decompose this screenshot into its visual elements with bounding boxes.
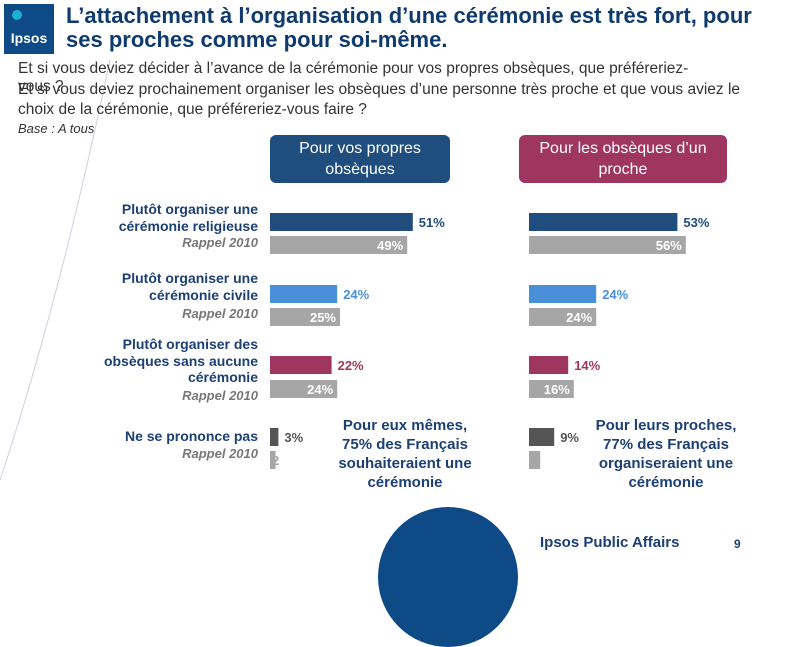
data-label-self-religieuse-rappel: 49%	[377, 238, 403, 253]
logo-dot-icon	[12, 10, 22, 20]
data-label-relative-civile-rappel: 24%	[566, 310, 592, 325]
bar-self-nsp-rappel	[270, 451, 276, 469]
base-note: Base : A tous	[18, 121, 95, 136]
bar-relative-religieuse	[529, 213, 678, 231]
bar-self-civile	[270, 285, 338, 303]
footer-brand: Ipsos Public Affairs	[540, 534, 680, 551]
rappel-label-sans: Rappel 2010	[182, 388, 258, 403]
panel-header-self: Pour vos propres obsèques	[270, 135, 450, 183]
bar-relative-sans-rappel	[529, 380, 574, 398]
summary-self: Pour eux mêmes, 75% des Français souhait…	[338, 417, 472, 491]
summary-relative: Pour leurs proches, 77% des Français org…	[595, 417, 737, 491]
category-label-religieuse: Plutôt organiser une cérémonie religieus…	[118, 201, 258, 234]
ipsos-logo: Ipsos	[4, 4, 54, 54]
bar-self-religieuse-rappel	[270, 236, 408, 254]
data-label-self-sans: 22%	[338, 358, 364, 373]
logo-text: Ipsos	[10, 30, 48, 46]
data-label-self-civile-rappel: 25%	[310, 310, 336, 325]
bar-relative-civile	[529, 285, 597, 303]
data-label-self-religieuse: 51%	[419, 215, 445, 230]
data-label-relative-nsp-rappel: 4	[531, 453, 539, 468]
bar-relative-religieuse-rappel	[529, 236, 686, 254]
data-label-relative-religieuse: 53%	[683, 215, 709, 230]
data-label-relative-sans-rappel: 16%	[544, 382, 570, 397]
bar-self-sans-rappel	[270, 380, 338, 398]
data-label-relative-sans: 14%	[574, 358, 600, 373]
decorative-circle	[378, 507, 518, 647]
bar-relative-civile-rappel	[529, 308, 597, 326]
data-label-relative-civile: 24%	[602, 287, 628, 302]
bar-self-religieuse	[270, 213, 413, 231]
rappel-label-religieuse: Rappel 2010	[182, 235, 258, 250]
question-self: Et si vous deviez décider à l’avance de …	[18, 60, 689, 95]
rappel-label-nsp: Rappel 2010	[182, 446, 258, 461]
category-label-civile: Plutôt organiser une cérémonie civile	[121, 270, 258, 303]
question-relative: Et si vous deviez prochainement organise…	[18, 81, 741, 118]
category-label-sans: Plutôt organiser des obsèques sans aucun…	[103, 336, 258, 385]
data-label-self-civile: 24%	[343, 287, 369, 302]
bar-self-nsp	[270, 428, 279, 446]
page-number: 9	[734, 537, 741, 551]
bar-chart: 51% 24% 22% 3% 49% 25% 24% 2 53% 24% 14% 9% 56% 24% 16…	[270, 213, 710, 469]
category-label-nsp: Ne se prononce pas	[124, 428, 258, 444]
data-label-self-nsp: 3%	[284, 430, 303, 445]
data-label-relative-religieuse-rappel: 56%	[656, 238, 682, 253]
data-label-self-sans-rappel: 24%	[307, 382, 333, 397]
bar-relative-nsp	[529, 428, 555, 446]
bar-relative-sans	[529, 356, 569, 374]
data-label-self-nsp-rappel: 2	[272, 453, 279, 468]
decorative-lines	[0, 59, 111, 481]
bar-self-civile-rappel	[270, 308, 340, 326]
bar-self-sans	[270, 356, 332, 374]
rappel-label-civile: Rappel 2010	[182, 306, 258, 321]
panel-header-relative: Pour les obsèques d’un proche	[519, 135, 727, 183]
page-title: L’attachement à l’organisation d’une cér…	[66, 3, 752, 52]
bar-relative-nsp-rappel	[529, 451, 541, 469]
data-label-relative-nsp: 9%	[560, 430, 579, 445]
